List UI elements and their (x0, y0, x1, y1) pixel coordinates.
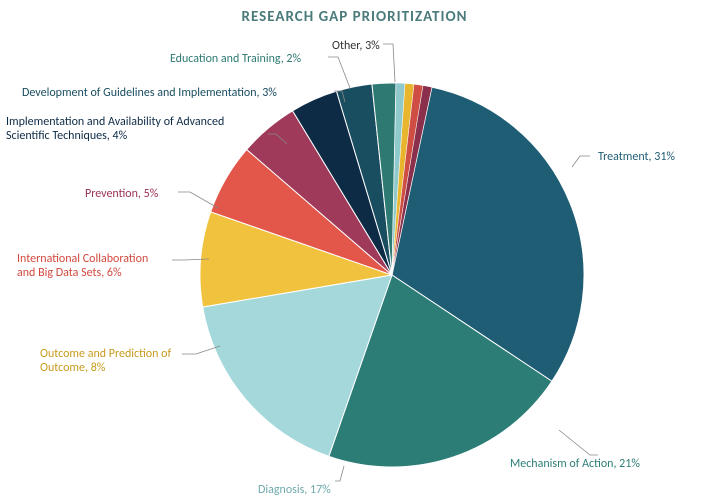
slice-label-1: Mechanism of Action, 21% (510, 458, 640, 472)
slice-label-4: International Collaboration and Big Data… (17, 253, 148, 281)
slice-label-6: Implementation and Availability of Advan… (6, 116, 224, 144)
slice-label-5: Prevention, 5% (85, 188, 158, 202)
slice-label-2: Diagnosis, 17% (258, 484, 331, 498)
slice-label-8: Education and Training, 2% (170, 53, 301, 67)
pie-chart (0, 0, 709, 502)
slice-label-3: Outcome and Prediction of Outcome, 8% (40, 348, 171, 376)
slice-label-9: Other, 3% (332, 40, 380, 54)
slice-label-7: Development of Guidelines and Implementa… (22, 87, 277, 101)
slice-label-0: Treatment, 31% (598, 151, 675, 165)
pie-chart-container: RESEARCH GAP PRIORITIZATION Treatment, 3… (0, 0, 709, 502)
